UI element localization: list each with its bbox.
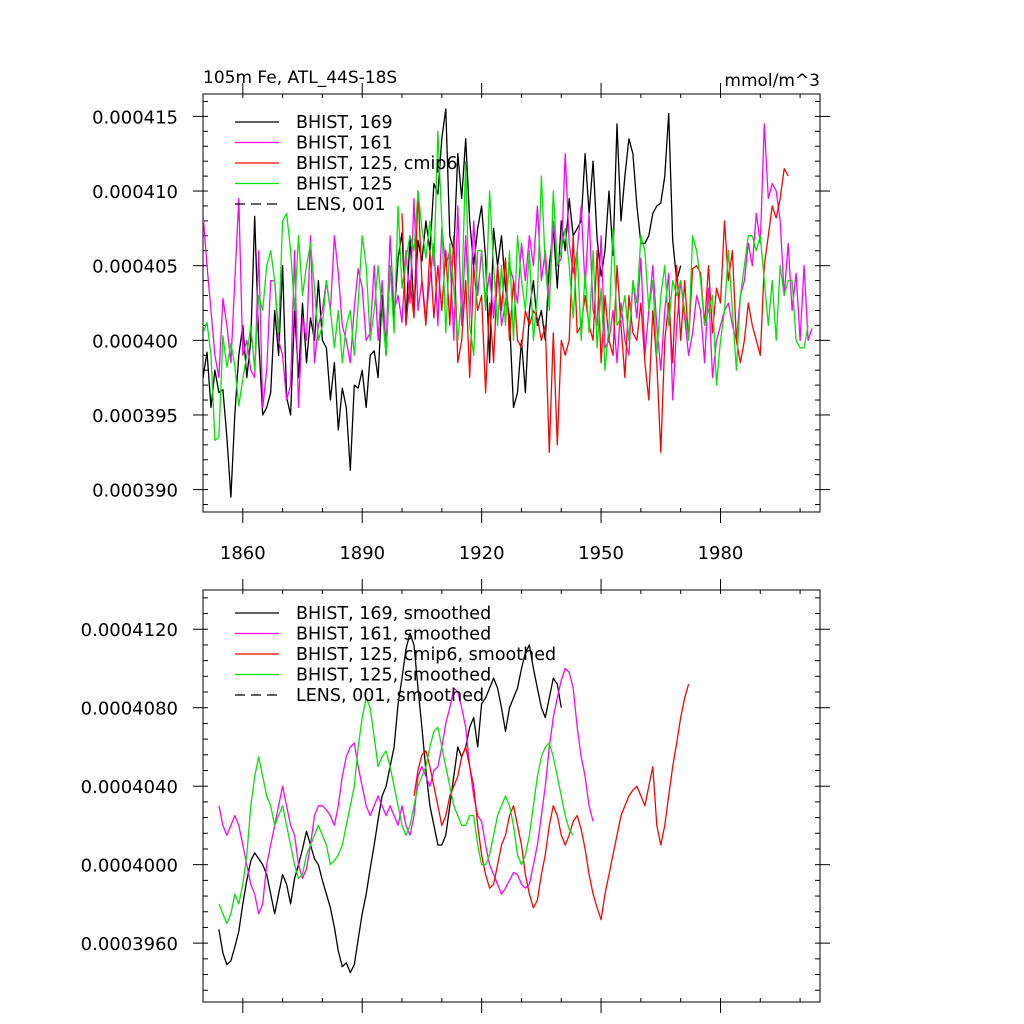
series-line-1 [203,123,813,409]
y-tick-label: 0.000395 [92,406,178,427]
y-tick-label: 0.0004040 [81,777,178,798]
top-title-left: 105m Fe, ATL_44S-18S [203,68,397,88]
y-tick-label: 0.0004000 [81,856,178,877]
y-tick-label: 0.000400 [92,331,178,352]
legend-label: BHIST, 125, smoothed [296,666,491,686]
x-tick-label: 1950 [578,543,624,564]
y-tick-label: 0.0004080 [81,699,178,720]
y-tick-label: 0.000410 [92,182,178,203]
x-tick-label: 1980 [698,543,744,564]
plot-frame [202,93,821,513]
series-group [218,632,690,974]
legend-label: BHIST, 161, smoothed [296,625,491,645]
x-tick-label: 1920 [459,543,505,564]
series-line-3 [218,697,574,925]
plot-frame [202,589,821,1003]
legend-label: LENS, 001, smoothed [296,686,484,706]
top-title-right: mmol/m^3 [724,71,820,91]
legend-label: BHIST, 169, smoothed [296,604,491,624]
y-tick-label: 0.000415 [92,107,178,128]
x-tick-label: 1860 [220,543,266,564]
legend-label: BHIST, 125 [296,175,393,195]
legend-label: BHIST, 161 [296,134,393,154]
series-group [203,108,813,498]
bottom-panel: 0.0003960 0.0004000 0.0004040 0.0004080 0.00… [81,579,830,1013]
y-tick-label: 0.000390 [92,481,178,502]
legend-label: BHIST, 169 [296,113,393,133]
legend-label: BHIST, 125, cmip6, smoothed [296,645,556,665]
x-tick-label: 1890 [339,543,385,564]
series-line-3 [203,130,809,441]
top-panel: 1860 1890 1920 1950 1980 0.000390 0.000395 0.00… [92,83,830,564]
series-line-2 [413,684,690,921]
series-line-1 [218,667,594,915]
y-tick-label: 0.0003960 [81,934,178,955]
y-tick-label: 0.0004120 [81,620,178,641]
y-tick-label: 0.000405 [92,257,178,278]
series-line-0 [203,108,682,498]
legend-label: LENS, 001 [296,195,386,215]
legend-label: BHIST, 125, cmip6 [296,154,458,174]
